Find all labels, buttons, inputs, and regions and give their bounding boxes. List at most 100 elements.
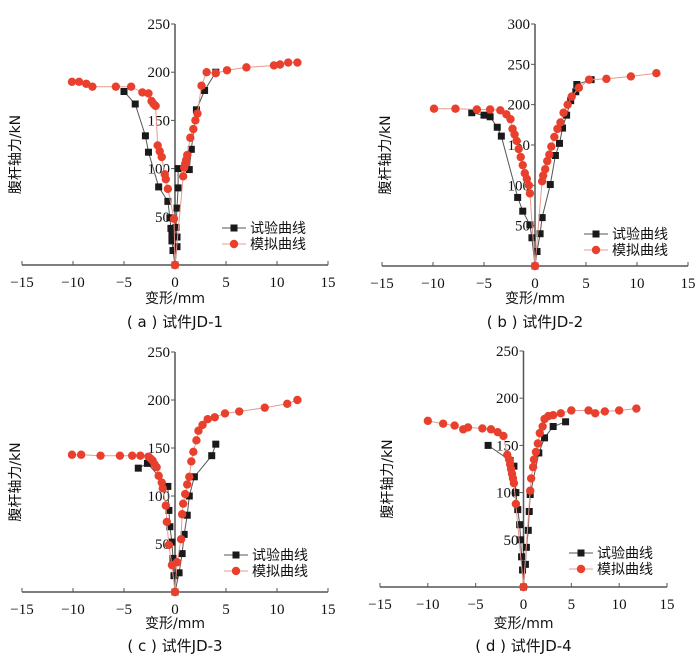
x-tick-label: −15 xyxy=(368,597,391,613)
sim-data-point xyxy=(154,471,163,481)
test-data-point xyxy=(168,237,176,245)
sim-data-point xyxy=(547,142,556,151)
x-tick-label: 5 xyxy=(222,275,230,291)
sim-data-point xyxy=(162,517,172,527)
sim-data-point xyxy=(526,474,536,483)
sim-data-point xyxy=(520,169,529,178)
sim-data-point xyxy=(584,75,594,84)
legend-entry-sim: 模拟曲线 xyxy=(222,237,306,253)
sim-data-point xyxy=(197,81,206,90)
y-tick-label: 150 xyxy=(496,438,519,454)
legend-label-test: 试验曲线 xyxy=(612,227,668,243)
legend-entry-test: 试验曲线 xyxy=(222,221,306,237)
x-tick-label: −5 xyxy=(116,602,132,618)
test-data-point xyxy=(201,87,209,95)
test-data-point xyxy=(144,148,152,156)
y-tick-label: 300 xyxy=(508,17,531,33)
sim-data-point xyxy=(496,106,505,115)
sim-data-point xyxy=(538,422,547,431)
x-axis-title: 变形/mm xyxy=(505,291,565,307)
test-data-point xyxy=(546,181,554,189)
subplot-caption: ( b ) 试件JD-2 xyxy=(487,313,583,331)
test-data-point xyxy=(516,521,524,529)
sim-data-point xyxy=(177,510,187,519)
x-tick-label: −5 xyxy=(468,597,484,613)
sim-data-point xyxy=(511,499,521,509)
sim-data-point xyxy=(189,447,198,457)
sim-data-point xyxy=(222,66,232,75)
test-data-point xyxy=(497,132,505,140)
legend-label-sim: 模拟曲线 xyxy=(250,237,306,253)
y-tick-label: 200 xyxy=(496,391,519,407)
test-data-point xyxy=(120,87,128,95)
x-tick-label: 0 xyxy=(171,602,179,618)
test-data-point xyxy=(519,207,527,215)
test-curve-line-pos xyxy=(523,421,566,588)
test-data-point xyxy=(173,204,181,212)
test-data-point xyxy=(484,441,492,449)
sim-data-point xyxy=(202,68,211,77)
legend-label-sim: 模拟曲线 xyxy=(252,564,308,580)
legend-entry-test: 试验曲线 xyxy=(584,227,668,243)
x-tick-label: 15 xyxy=(660,597,675,613)
y-tick-label: 50 xyxy=(155,210,170,226)
test-data-point xyxy=(551,151,559,159)
x-axis-title: 变形/mm xyxy=(145,616,205,632)
sim-data-point xyxy=(242,63,251,72)
legend-label-test: 试验曲线 xyxy=(597,546,653,562)
sim-data-point xyxy=(193,109,202,118)
test-data-point xyxy=(134,464,142,472)
x-tick-label: 10 xyxy=(270,602,285,618)
sim-data-point xyxy=(172,558,182,567)
sim-data-point xyxy=(602,74,611,84)
sim-data-point xyxy=(567,92,576,101)
sim-data-point xyxy=(548,410,558,420)
test-data-point xyxy=(555,139,563,147)
legend-marker-square-icon xyxy=(592,230,600,238)
x-axis-title: 变形/mm xyxy=(145,291,205,307)
sim-data-point xyxy=(186,133,195,142)
y-tick-label: 200 xyxy=(148,65,171,81)
sim-data-point xyxy=(181,489,190,499)
sim-data-point xyxy=(652,69,661,78)
test-data-point xyxy=(493,123,501,131)
test-data-point xyxy=(185,492,193,500)
test-data-point xyxy=(174,184,182,192)
legend-entry-sim: 模拟曲线 xyxy=(569,562,653,578)
y-axis-title: 腹杆轴力/kN xyxy=(379,439,396,518)
sim-data-point xyxy=(545,150,554,159)
y-tick-label: 50 xyxy=(504,533,519,549)
x-tick-label: 5 xyxy=(568,597,576,613)
sim-data-point xyxy=(553,124,562,134)
subplot-b: −15−10−505101550100150200250300变形/mm腹杆轴力… xyxy=(370,17,695,331)
sim-data-point xyxy=(189,124,198,134)
sim-data-point xyxy=(556,409,566,418)
series-sim xyxy=(67,58,302,270)
legend-marker-circle-icon xyxy=(576,564,586,574)
sim-data-point xyxy=(192,436,201,445)
test-data-point xyxy=(168,230,176,238)
test-data-point xyxy=(169,554,177,562)
x-tick-label: −15 xyxy=(10,275,33,291)
sim-data-point xyxy=(429,104,439,113)
legend-entry-test: 试验曲线 xyxy=(569,546,653,562)
y-tick-label: 100 xyxy=(148,489,171,505)
x-tick-label: −5 xyxy=(476,276,492,292)
sim-data-point xyxy=(147,96,156,106)
sim-data-point xyxy=(183,150,192,160)
test-data-point xyxy=(212,440,220,448)
sim-data-point xyxy=(126,82,136,91)
sim-data-point xyxy=(144,452,153,461)
x-tick-label: 5 xyxy=(582,276,590,292)
sim-data-point xyxy=(191,116,200,125)
test-data-point xyxy=(518,553,526,561)
sim-data-point xyxy=(160,170,169,179)
sim-data-point xyxy=(163,184,173,194)
sim-data-point xyxy=(138,88,147,97)
y-tick-label: 250 xyxy=(148,17,171,33)
sim-data-point xyxy=(275,60,285,69)
sim-data-point xyxy=(169,214,179,223)
test-data-point xyxy=(480,111,488,119)
